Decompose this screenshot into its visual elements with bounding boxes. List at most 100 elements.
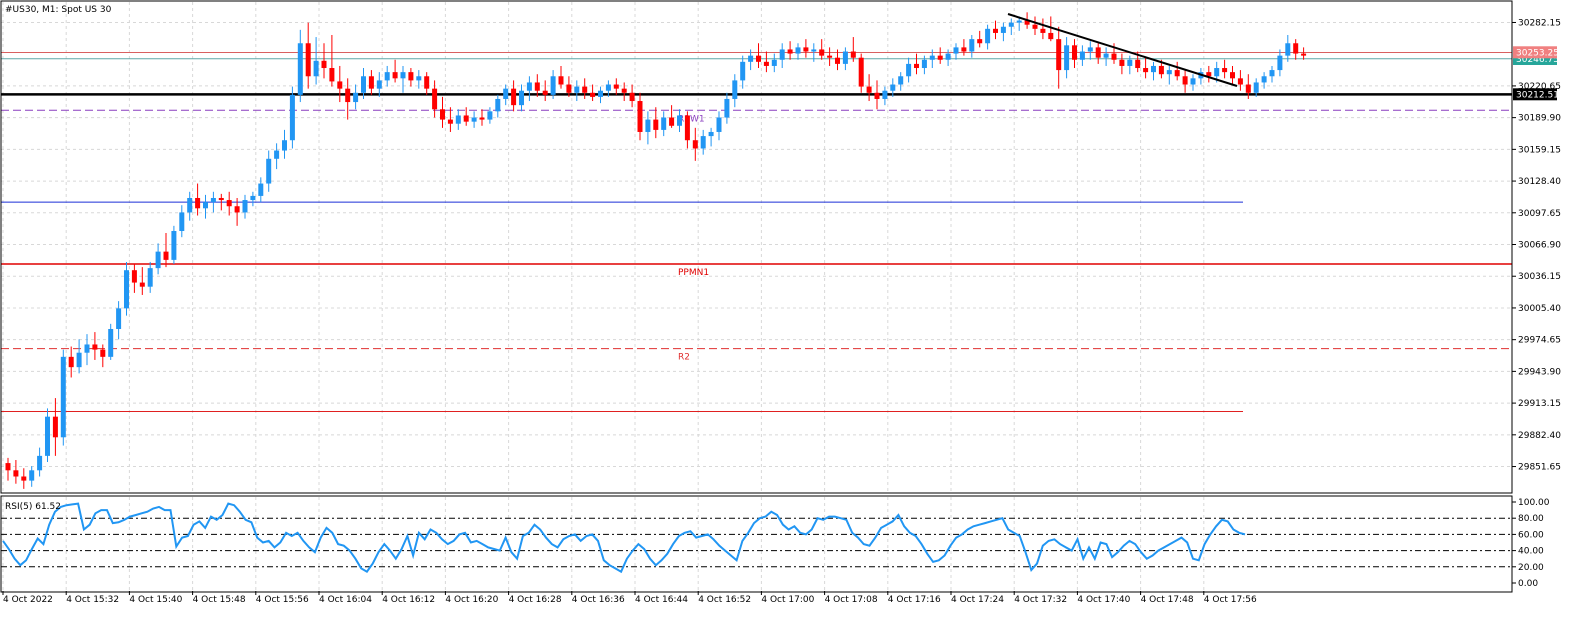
- candle-body: [511, 88, 517, 106]
- candle-body: [921, 59, 927, 69]
- candle-body: [858, 57, 864, 87]
- candle-body: [139, 282, 145, 287]
- candle-body: [819, 49, 825, 56]
- candle-body: [5, 463, 11, 471]
- price-tick-label: 30097.65: [1518, 209, 1561, 219]
- candle-body: [440, 109, 445, 120]
- candle-body: [890, 84, 896, 91]
- candle-body: [432, 88, 438, 110]
- candle-body: [424, 76, 430, 89]
- candle-body: [716, 117, 722, 132]
- rsi-tick-label: 0.00: [1518, 579, 1538, 589]
- time-tick-label: 4 Oct 16:28: [509, 595, 562, 605]
- candle-body: [131, 270, 137, 283]
- candle-body: [1293, 43, 1299, 54]
- candle-body: [305, 43, 311, 77]
- candle-body: [969, 39, 975, 52]
- candle-body: [914, 63, 919, 69]
- candle-body: [874, 92, 880, 99]
- price-tick-label: 30282.15: [1518, 18, 1561, 28]
- candle-body: [1000, 26, 1006, 33]
- price-tick-label: 30005.40: [1518, 304, 1561, 314]
- candle-body: [1190, 78, 1196, 85]
- candle-body: [779, 49, 785, 60]
- candle-body: [400, 72, 406, 79]
- candle-body: [471, 117, 477, 122]
- candle-body: [1230, 72, 1235, 79]
- candle-body: [763, 61, 769, 66]
- candle-body: [282, 140, 287, 151]
- candle-body: [787, 49, 793, 54]
- time-tick-label: 4 Oct 17:40: [1077, 595, 1130, 605]
- price-tick-label: 29913.15: [1518, 399, 1561, 409]
- candle-body: [1245, 84, 1251, 93]
- candle-body: [534, 82, 540, 91]
- price-tick-label: 30159.15: [1518, 145, 1561, 155]
- candle-body: [321, 60, 327, 69]
- candle-body: [645, 119, 651, 132]
- price-pane-frame: [0, 0, 1513, 494]
- candle-body: [558, 76, 564, 85]
- time-tick-label: 4 Oct 16:52: [698, 595, 751, 605]
- candle-body: [1032, 24, 1038, 29]
- price-tick-label: 30128.40: [1518, 177, 1561, 187]
- candle-body: [416, 76, 422, 81]
- candle-body: [1016, 20, 1022, 23]
- time-tick-label: 4 Oct 16:44: [635, 595, 688, 605]
- candle-body: [250, 195, 256, 201]
- price-tick-label: 29882.40: [1518, 431, 1561, 441]
- candle-body: [384, 72, 390, 81]
- candle-body: [748, 55, 754, 62]
- candle-body: [842, 51, 848, 64]
- candle-body: [550, 76, 556, 95]
- candle-body: [345, 88, 351, 103]
- candle-body: [1024, 20, 1030, 25]
- candle-body: [289, 94, 295, 141]
- candle-body: [700, 136, 706, 149]
- candle-body: [1253, 82, 1259, 93]
- candle-body: [479, 117, 485, 120]
- candle-body: [408, 72, 414, 81]
- candle-body: [1119, 59, 1125, 66]
- candle-body: [637, 101, 643, 132]
- candle-body: [210, 197, 216, 203]
- candle-body: [1269, 70, 1275, 77]
- candle-body: [1158, 65, 1164, 75]
- chart-title: #US30, M1: Spot US 30: [5, 5, 112, 15]
- time-tick-label: 4 Oct 17:24: [951, 595, 1004, 605]
- candle-body: [455, 115, 461, 124]
- price-tick-label: 30189.90: [1518, 114, 1561, 124]
- candle-body: [45, 416, 50, 456]
- candle-body: [803, 47, 809, 52]
- time-tick-label: 4 Oct 17:32: [1014, 595, 1067, 605]
- candle-body: [155, 251, 161, 269]
- rsi-tick-label: 20.00: [1518, 563, 1544, 573]
- time-tick-label: 4 Oct 15:32: [66, 595, 119, 605]
- candle-body: [266, 158, 272, 184]
- rsi-tick-label: 60.00: [1518, 530, 1544, 540]
- candle-body: [621, 88, 627, 93]
- candle-body: [313, 60, 319, 77]
- candle-body: [519, 90, 524, 106]
- candle-body: [1182, 76, 1188, 85]
- candle-body: [29, 470, 35, 481]
- candle-body: [503, 88, 509, 99]
- candle-body: [242, 200, 248, 213]
- candle-body: [60, 356, 66, 438]
- time-tick-label: 4 Oct 15:48: [193, 595, 246, 605]
- candle-body: [795, 47, 801, 54]
- candle-body: [850, 51, 856, 58]
- candle-body: [866, 86, 872, 93]
- price-tick-label: 30220.65: [1518, 82, 1561, 92]
- candle-body: [147, 268, 153, 287]
- candle-body: [1008, 22, 1014, 27]
- candle-body: [226, 200, 232, 207]
- candle-body: [368, 76, 374, 89]
- candle-body: [1103, 53, 1109, 58]
- candle-body: [937, 55, 943, 60]
- trendline: [1007, 13, 1238, 87]
- price-tag: [1513, 88, 1557, 101]
- candle-body: [542, 90, 548, 95]
- time-tick-label: 4 Oct 15:40: [129, 595, 182, 605]
